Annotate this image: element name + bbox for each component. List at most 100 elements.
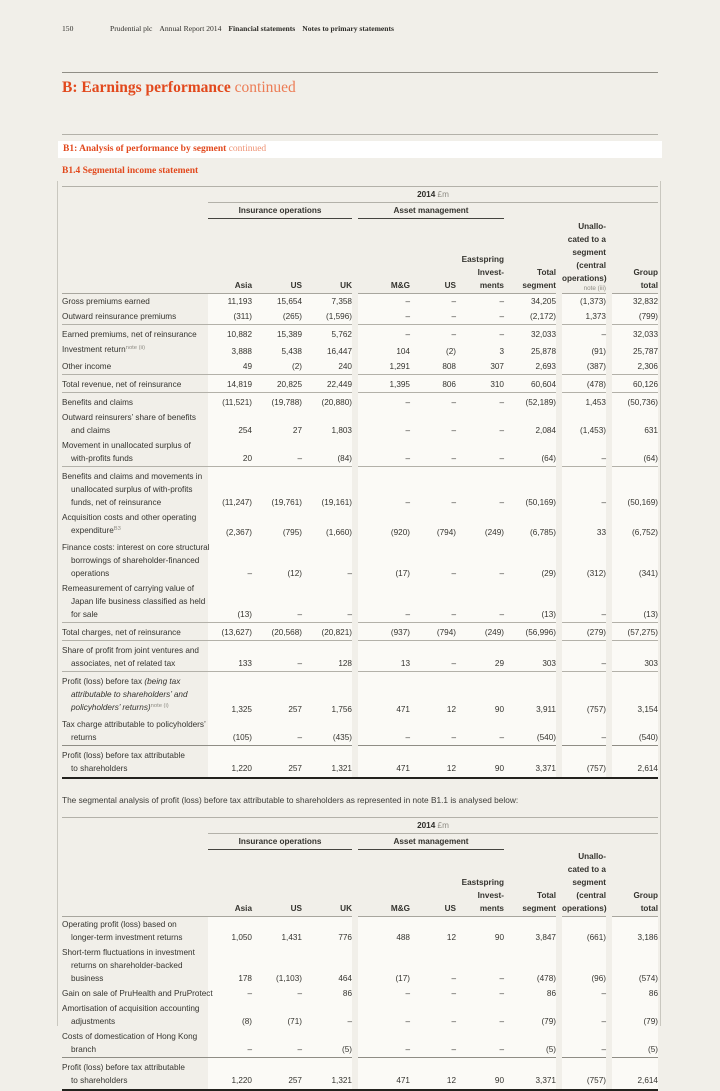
table-row: Outward reinsurers’ share of benefits an… bbox=[62, 410, 658, 438]
cell: 22,449 bbox=[302, 374, 352, 392]
b14-heading: B1.4 Segmental income statement bbox=[62, 166, 658, 177]
year-row: 2014 £m bbox=[62, 187, 658, 203]
table-row: Acquisition costs and other operating ex… bbox=[62, 510, 658, 540]
cell: (20,821) bbox=[302, 622, 352, 640]
section-label: Financial statements bbox=[228, 24, 295, 33]
cell: (540) bbox=[612, 717, 658, 746]
cell: 2,084 bbox=[504, 410, 556, 438]
cell: (50,736) bbox=[612, 392, 658, 410]
row-label: Profit (loss) before tax (being tax attr… bbox=[62, 675, 208, 716]
page-header: 150 Prudential plc Annual Report 2014 Fi… bbox=[62, 24, 658, 33]
section-divider bbox=[62, 72, 658, 73]
cell: – bbox=[562, 324, 606, 342]
cell: 303 bbox=[504, 640, 556, 671]
cell: (1,596) bbox=[302, 309, 352, 325]
cell: 3,911 bbox=[504, 671, 556, 717]
cell: (52,189) bbox=[504, 392, 556, 410]
row-label: Amortisation of acquisition accounting a… bbox=[62, 1002, 208, 1028]
column-header: UK bbox=[302, 849, 352, 917]
cell: – bbox=[456, 392, 504, 410]
cell: – bbox=[410, 438, 456, 467]
cell: 90 bbox=[456, 671, 504, 717]
cell: – bbox=[456, 1001, 504, 1029]
table-row: Total charges, net of reinsurance(13,627… bbox=[62, 622, 658, 640]
cell: – bbox=[358, 324, 410, 342]
cell: (2) bbox=[252, 359, 302, 375]
cell: – bbox=[410, 293, 456, 309]
cell: – bbox=[358, 309, 410, 325]
group-header-asset: Asset management bbox=[358, 203, 504, 219]
table-row: Benefits and claims(11,521)(19,788)(20,8… bbox=[62, 392, 658, 410]
row-label: Earned premiums, net of reinsurance bbox=[62, 328, 208, 341]
row-label: Short-term fluctuations in investment re… bbox=[62, 946, 208, 985]
cell: (1,103) bbox=[252, 945, 302, 986]
column-header: Unallo- cated to a segment (central oper… bbox=[562, 219, 606, 294]
cell: 128 bbox=[302, 640, 352, 671]
cell: – bbox=[358, 438, 410, 467]
cell: – bbox=[456, 410, 504, 438]
cell: 3,371 bbox=[504, 1058, 556, 1091]
cell: 10,882 bbox=[208, 324, 252, 342]
cell: 12 bbox=[410, 917, 456, 946]
group-header-asset: Asset management bbox=[358, 833, 504, 849]
brand-label: Prudential plc bbox=[110, 24, 152, 33]
row-label: Movement in unallocated surplus of with-… bbox=[62, 439, 208, 465]
cell: – bbox=[410, 1001, 456, 1029]
cell: – bbox=[456, 466, 504, 510]
cell: 60,604 bbox=[504, 374, 556, 392]
table-row: Profit (loss) before tax (being tax attr… bbox=[62, 671, 658, 717]
subsection-label: Notes to primary statements bbox=[302, 24, 394, 33]
cell: 90 bbox=[456, 745, 504, 778]
cell: 13 bbox=[358, 640, 410, 671]
cell: (20,880) bbox=[302, 392, 352, 410]
cell: – bbox=[252, 986, 302, 1001]
cell: 86 bbox=[504, 986, 556, 1001]
cell: (19,761) bbox=[252, 466, 302, 510]
cell: 471 bbox=[358, 745, 410, 778]
cell: 29 bbox=[456, 640, 504, 671]
cell: (2) bbox=[410, 342, 456, 359]
cell: 1,395 bbox=[358, 374, 410, 392]
year-header: 2014 £m bbox=[208, 187, 658, 203]
cell: 60,126 bbox=[612, 374, 658, 392]
cell: – bbox=[358, 581, 410, 623]
cell: 90 bbox=[456, 1058, 504, 1091]
cell: – bbox=[456, 1029, 504, 1058]
cell: (1,453) bbox=[562, 410, 606, 438]
cell: (20,568) bbox=[252, 622, 302, 640]
cell: (249) bbox=[456, 622, 504, 640]
cell: 12 bbox=[410, 671, 456, 717]
table-row: Benefits and claims and movements in una… bbox=[62, 466, 658, 510]
column-header: Unallo- cated to a segment (central oper… bbox=[562, 849, 606, 917]
cell: – bbox=[358, 410, 410, 438]
banner-title: B1: Analysis of performance by segment bbox=[63, 144, 226, 154]
cell: (265) bbox=[252, 309, 302, 325]
table-row: Movement in unallocated surplus of with-… bbox=[62, 438, 658, 467]
row-label: Investment returnnote (ii) bbox=[62, 343, 208, 358]
cell: – bbox=[456, 293, 504, 309]
cell: (64) bbox=[612, 438, 658, 467]
table-row: Outward reinsurance premiums(311)(265)(1… bbox=[62, 309, 658, 325]
cell: – bbox=[410, 581, 456, 623]
cell: (50,169) bbox=[504, 466, 556, 510]
row-label: Profit (loss) before tax attributable to… bbox=[62, 749, 208, 775]
cell: 12 bbox=[410, 745, 456, 778]
cell: (478) bbox=[562, 374, 606, 392]
cell: 1,050 bbox=[208, 917, 252, 946]
cell: – bbox=[252, 438, 302, 467]
report-title: Annual Report 2014 bbox=[159, 24, 221, 33]
cell: (56,996) bbox=[504, 622, 556, 640]
column-header: Eastspring Invest- ments bbox=[456, 849, 504, 917]
row-label: Total charges, net of reinsurance bbox=[62, 626, 208, 639]
cell: 240 bbox=[302, 359, 352, 375]
cell: 1,325 bbox=[208, 671, 252, 717]
cell: 1,803 bbox=[302, 410, 352, 438]
cell: (6,785) bbox=[504, 510, 556, 540]
cell: 25,787 bbox=[612, 342, 658, 359]
